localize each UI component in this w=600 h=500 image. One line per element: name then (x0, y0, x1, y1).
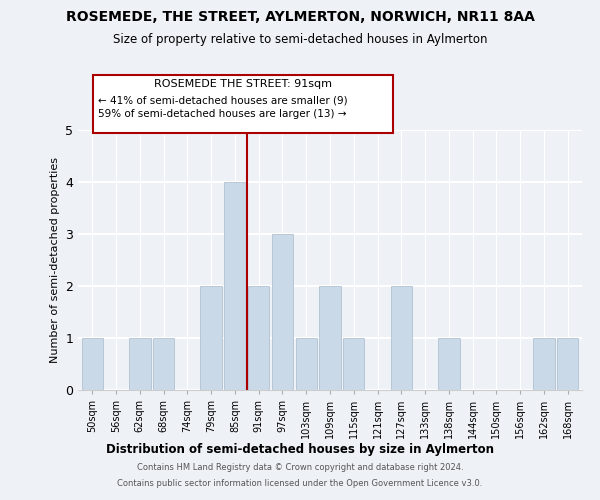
Bar (224, 182, 245, 390)
Bar (343, 338, 364, 390)
Bar (438, 338, 460, 390)
Bar (557, 338, 578, 390)
Bar (533, 338, 554, 390)
Y-axis label: Number of semi-detached properties: Number of semi-detached properties (50, 157, 59, 363)
Text: ← 41% of semi-detached houses are smaller (9): ← 41% of semi-detached houses are smalle… (98, 95, 347, 105)
Bar (153, 338, 174, 390)
Text: ROSEMEDE, THE STREET, AYLMERTON, NORWICH, NR11 8AA: ROSEMEDE, THE STREET, AYLMERTON, NORWICH… (65, 10, 535, 24)
Bar (319, 286, 341, 390)
Bar (296, 338, 317, 390)
Text: Size of property relative to semi-detached houses in Aylmerton: Size of property relative to semi-detach… (113, 32, 487, 46)
Bar (248, 286, 269, 390)
Text: Contains public sector information licensed under the Open Government Licence v3: Contains public sector information licen… (118, 478, 482, 488)
Bar (82, 338, 103, 390)
Bar (129, 338, 151, 390)
Text: 59% of semi-detached houses are larger (13) →: 59% of semi-detached houses are larger (… (98, 109, 346, 119)
Bar (391, 286, 412, 390)
Text: Distribution of semi-detached houses by size in Aylmerton: Distribution of semi-detached houses by … (106, 442, 494, 456)
Text: Contains HM Land Registry data © Crown copyright and database right 2024.: Contains HM Land Registry data © Crown c… (137, 464, 463, 472)
Bar (200, 286, 222, 390)
Bar (272, 234, 293, 390)
Text: ROSEMEDE THE STREET: 91sqm: ROSEMEDE THE STREET: 91sqm (154, 79, 332, 89)
